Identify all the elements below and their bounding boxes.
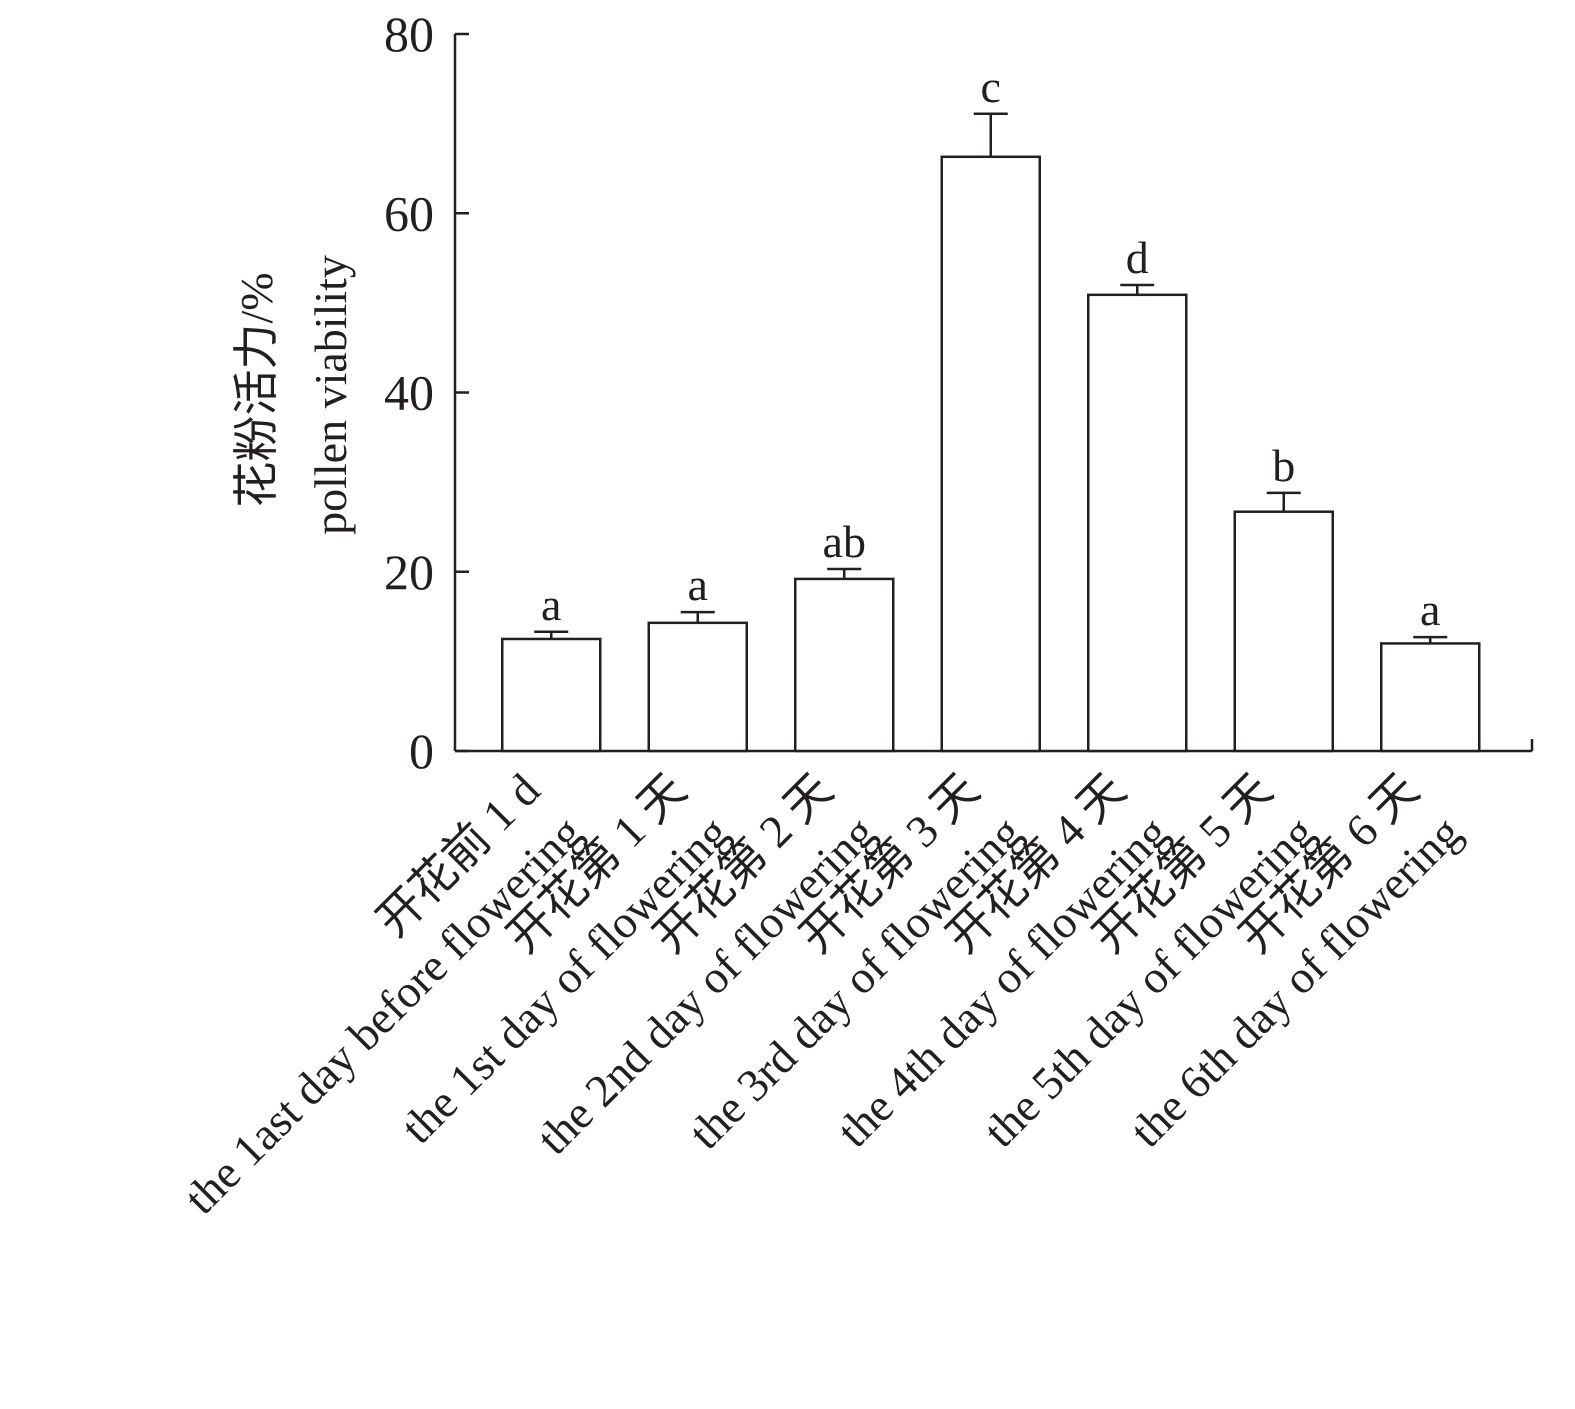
y-axis-title: 花粉活力/% pollen viability: [231, 255, 356, 535]
significance-label: a: [1420, 584, 1440, 635]
y-tick-label: 60: [384, 185, 434, 241]
error-bars: [534, 112, 1448, 644]
significance-label: c: [981, 61, 1001, 112]
bars: [501, 155, 1481, 753]
y-tick-label: 80: [384, 6, 434, 62]
y-tick-label: 20: [384, 544, 434, 600]
bar: [1233, 510, 1334, 753]
y-tick-labels: 0 20 40 60 80: [384, 6, 434, 779]
significance-label: b: [1272, 440, 1295, 491]
significance-label: ab: [823, 516, 866, 567]
bar: [940, 155, 1041, 753]
bar: [501, 637, 602, 753]
significance-label: d: [1126, 232, 1149, 283]
significance-label: a: [541, 579, 561, 630]
y-axis-label-cn: 花粉活力/%: [231, 272, 282, 507]
y-tick-label: 40: [384, 365, 434, 421]
bar: [1380, 642, 1481, 753]
significance-labels: a a ab c d b a: [541, 61, 1440, 635]
y-axis-label-en: pollen viability: [305, 255, 356, 535]
bar: [1087, 293, 1188, 753]
bar: [794, 577, 895, 753]
y-tick-label: 0: [409, 723, 434, 779]
significance-label: a: [688, 559, 708, 610]
bar: [647, 621, 748, 753]
